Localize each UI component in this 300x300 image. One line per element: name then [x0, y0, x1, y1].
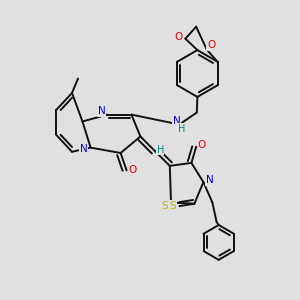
Text: N: N: [80, 144, 88, 154]
Text: O: O: [207, 40, 215, 50]
Text: O: O: [128, 165, 137, 176]
Text: N: N: [172, 116, 180, 126]
Text: H: H: [178, 124, 185, 134]
Text: S: S: [161, 201, 168, 211]
Text: N: N: [98, 106, 106, 116]
Text: O: O: [197, 140, 206, 150]
Text: S: S: [169, 201, 176, 211]
Text: N: N: [206, 175, 213, 185]
Text: O: O: [174, 32, 182, 43]
Text: H: H: [157, 145, 164, 155]
